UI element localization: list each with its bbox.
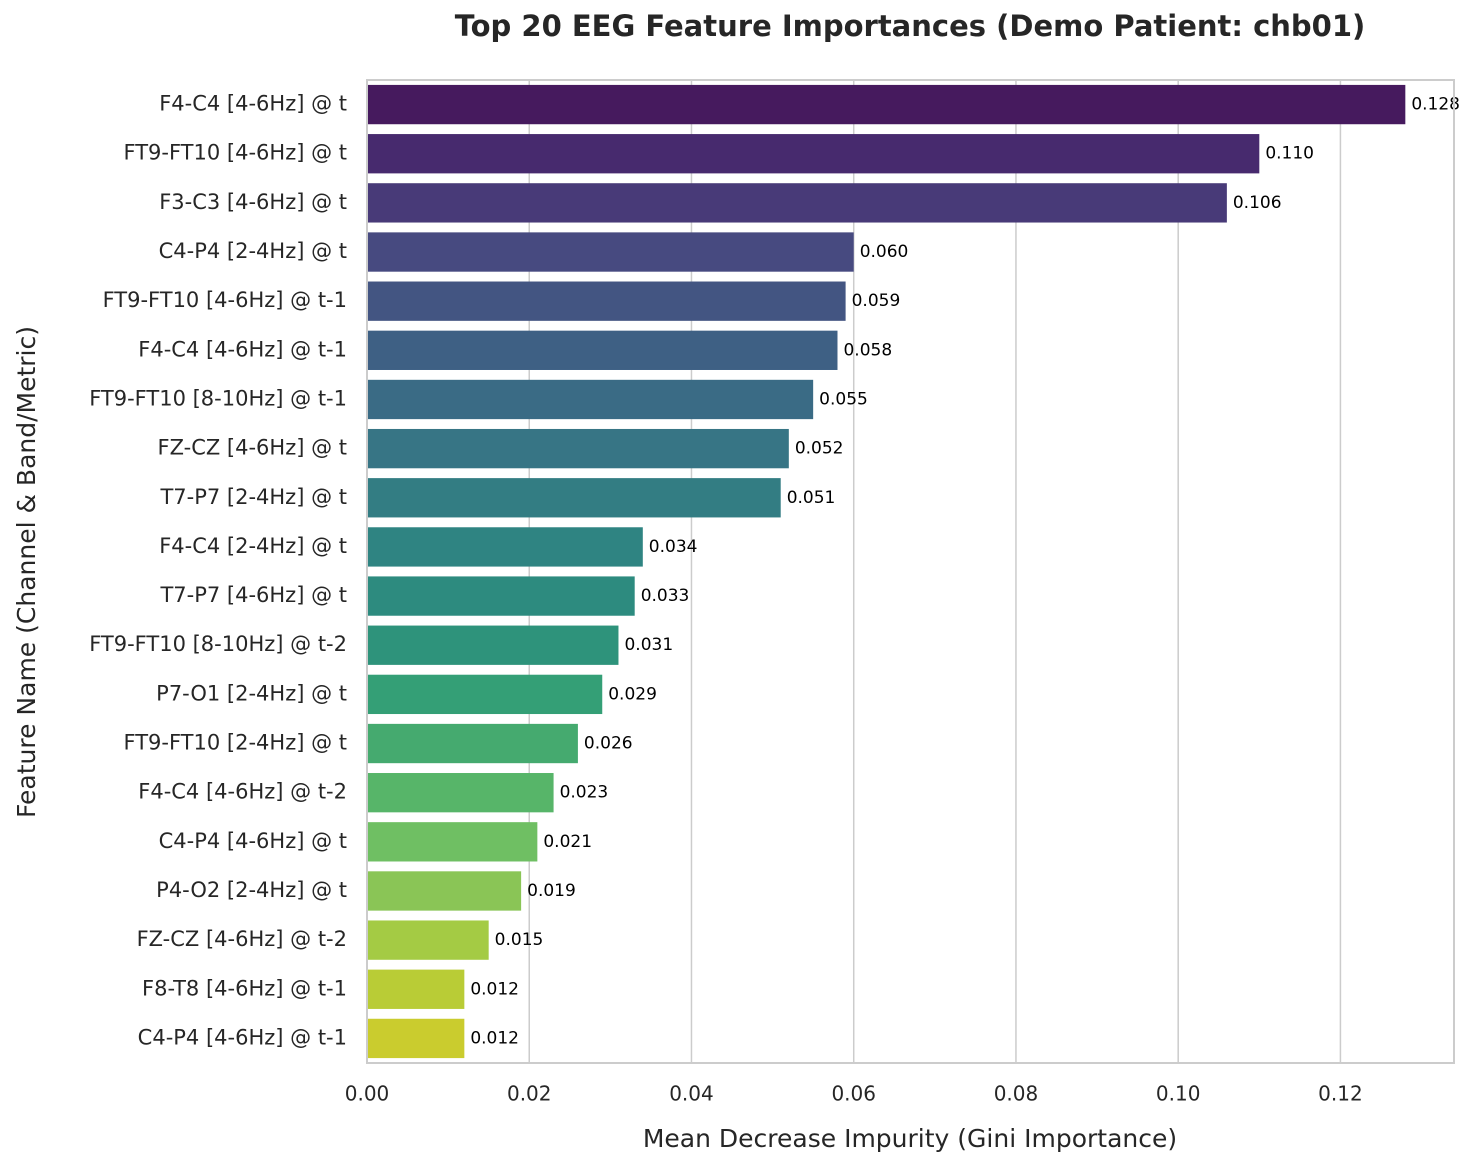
chart-title: Top 20 EEG Feature Importances (Demo Pat… (455, 9, 1366, 43)
value-label: 0.058 (843, 340, 892, 360)
value-label: 0.019 (527, 881, 576, 901)
value-label: 0.012 (470, 979, 519, 999)
y-tick-label: F4-C4 [4-6Hz] @ t (159, 92, 347, 116)
x-tick-label: 0.10 (1156, 1082, 1201, 1106)
bar (367, 1018, 465, 1059)
y-tick-label: F4-C4 [2-4Hz] @ t (159, 534, 347, 558)
bar (367, 84, 1406, 125)
y-tick-label: FZ-CZ [4-6Hz] @ t-2 (137, 927, 347, 951)
bar (367, 478, 781, 518)
value-label: 0.106 (1233, 193, 1282, 213)
y-tick-label: C4-P4 [4-6Hz] @ t (159, 829, 347, 853)
y-axis-label: Feature Name (Channel & Band/Metric) (12, 326, 41, 818)
bar (367, 822, 538, 862)
y-tick-label: F3-C3 [4-6Hz] @ t (159, 190, 347, 214)
y-tick-label: T7-P7 [4-6Hz] @ t (159, 583, 347, 607)
y-tick-label: T7-P7 [2-4Hz] @ t (159, 485, 347, 509)
x-tick-label: 0.08 (994, 1082, 1039, 1106)
y-tick-label: FT9-FT10 [4-6Hz] @ t (124, 141, 348, 165)
value-label: 0.051 (787, 488, 836, 508)
y-tick-label: FT9-FT10 [8-10Hz] @ t-1 (89, 386, 347, 410)
value-label: 0.052 (795, 439, 844, 459)
value-label: 0.021 (543, 832, 592, 852)
y-tick-label: FT9-FT10 [4-6Hz] @ t-1 (103, 288, 347, 312)
bar (367, 379, 814, 420)
value-label: 0.128 (1411, 95, 1460, 115)
value-label: 0.059 (852, 291, 901, 311)
value-label: 0.026 (584, 734, 633, 754)
bar (367, 773, 554, 813)
x-tick-label: 0.12 (1318, 1082, 1363, 1106)
bar (367, 232, 854, 272)
y-tick-label: P7-O1 [2-4Hz] @ t (156, 681, 347, 705)
value-label: 0.015 (495, 930, 544, 950)
value-label: 0.033 (641, 586, 690, 606)
value-label: 0.060 (860, 242, 909, 262)
bar (367, 576, 635, 616)
x-axis-label: Mean Decrease Impurity (Gini Importance) (643, 1124, 1177, 1153)
bar (367, 723, 578, 764)
y-tick-label: F4-C4 [4-6Hz] @ t-2 (138, 780, 347, 804)
value-label: 0.055 (819, 389, 868, 409)
value-label: 0.012 (470, 1028, 519, 1048)
x-tick-label: 0.06 (831, 1082, 876, 1106)
y-tick-label: F4-C4 [4-6Hz] @ t-1 (138, 337, 347, 361)
bar (367, 281, 846, 321)
y-tick-label: F8-T8 [4-6Hz] @ t-1 (142, 976, 347, 1000)
bar (367, 330, 838, 370)
x-tick-label: 0.00 (345, 1082, 390, 1106)
bar (367, 871, 522, 911)
y-tick-label: C4-P4 [4-6Hz] @ t-1 (138, 1025, 347, 1049)
bar (367, 428, 789, 469)
value-label: 0.034 (649, 537, 698, 557)
x-tick-label: 0.04 (669, 1082, 714, 1106)
y-tick-label: FT9-FT10 [2-4Hz] @ t (124, 731, 348, 755)
bar (367, 183, 1227, 223)
plot-frame (366, 79, 1455, 1064)
value-label: 0.031 (624, 635, 673, 655)
bar (367, 969, 465, 1009)
y-tick-label: C4-P4 [2-4Hz] @ t (159, 239, 347, 263)
bar (367, 674, 603, 715)
value-label: 0.023 (560, 783, 609, 803)
x-tick-label: 0.02 (507, 1082, 552, 1106)
bar (367, 625, 619, 665)
bar (367, 920, 489, 960)
bar (367, 527, 643, 567)
y-tick-label: FT9-FT10 [8-10Hz] @ t-2 (89, 632, 347, 656)
y-tick-label: FZ-CZ [4-6Hz] @ t (158, 436, 347, 460)
y-tick-label: P4-O2 [2-4Hz] @ t (156, 878, 347, 902)
bar (367, 134, 1260, 174)
value-label: 0.110 (1265, 144, 1314, 164)
value-label: 0.029 (608, 684, 657, 704)
